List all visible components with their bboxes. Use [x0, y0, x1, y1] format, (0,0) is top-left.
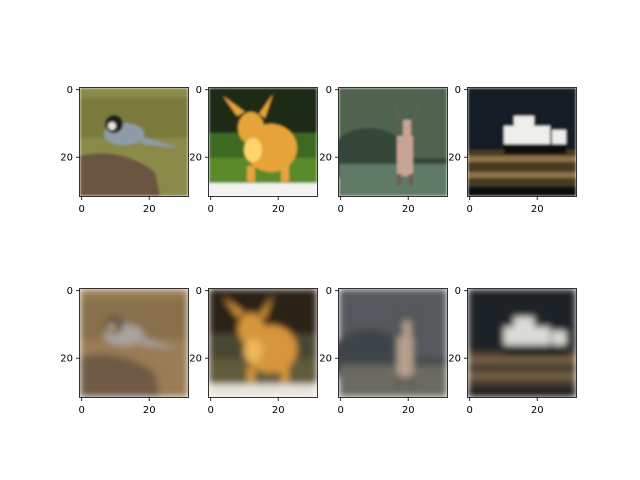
x-tick-label: 0	[467, 405, 473, 416]
image-original-bird	[80, 88, 188, 196]
x-tick-label: 20	[272, 405, 285, 416]
x-tick-label: 20	[531, 405, 544, 416]
image-original-deer	[209, 88, 317, 196]
image-original-stag	[339, 88, 447, 196]
axes-frame	[467, 87, 577, 197]
x-tick-label: 0	[208, 204, 214, 215]
x-tick-label: 20	[143, 405, 156, 416]
x-tick-label: 0	[338, 204, 344, 215]
y-tick-label: 0	[196, 286, 202, 297]
y-tick-label: 20	[189, 153, 202, 164]
y-tick-label: 0	[326, 286, 332, 297]
panel-reconstruction-truck: 0 20 0 20	[448, 286, 577, 416]
image-reconstruction-stag	[339, 289, 447, 397]
axes-frame	[79, 87, 189, 197]
panel-reconstruction-bird: 0 20 0 20	[60, 286, 189, 416]
x-tick-label: 0	[467, 204, 473, 215]
y-tick-label: 20	[60, 153, 73, 164]
panel-original-bird: 0 20 0 20	[60, 85, 189, 215]
x-tick-label: 20	[402, 405, 415, 416]
image-reconstruction-bird	[80, 289, 188, 397]
panel-reconstruction-stag: 0 20 0 20	[319, 286, 448, 416]
axes-frame	[208, 288, 318, 398]
y-tick-label: 0	[196, 85, 202, 96]
axes-frame	[338, 87, 448, 197]
y-tick-label: 20	[448, 153, 461, 164]
axes-frame	[208, 87, 318, 197]
axes-frame	[338, 288, 448, 398]
x-tick-label: 0	[79, 204, 85, 215]
panel-original-stag: 0 20 0 20	[319, 85, 448, 215]
image-reconstruction-truck	[468, 289, 576, 397]
panel-reconstruction-deer: 0 20 0 20	[189, 286, 318, 416]
axes-frame	[79, 288, 189, 398]
y-tick-label: 20	[189, 354, 202, 365]
y-tick-label: 20	[60, 354, 73, 365]
x-tick-label: 20	[531, 204, 544, 215]
image-reconstruction-deer	[209, 289, 317, 397]
y-tick-label: 0	[326, 85, 332, 96]
y-tick-label: 0	[67, 286, 73, 297]
x-tick-label: 20	[143, 204, 156, 215]
y-tick-label: 0	[67, 85, 73, 96]
x-tick-label: 20	[272, 204, 285, 215]
x-tick-label: 0	[79, 405, 85, 416]
panel-original-truck: 0 20 0 20	[448, 85, 577, 215]
y-tick-label: 0	[455, 85, 461, 96]
panel-original-deer: 0 20 0 20	[189, 85, 318, 215]
x-tick-label: 0	[208, 405, 214, 416]
x-tick-label: 0	[338, 405, 344, 416]
image-original-truck	[468, 88, 576, 196]
axes-frame	[467, 288, 577, 398]
y-tick-label: 20	[319, 354, 332, 365]
y-tick-label: 20	[448, 354, 461, 365]
x-tick-label: 20	[402, 204, 415, 215]
y-tick-label: 20	[319, 153, 332, 164]
y-tick-label: 0	[455, 286, 461, 297]
